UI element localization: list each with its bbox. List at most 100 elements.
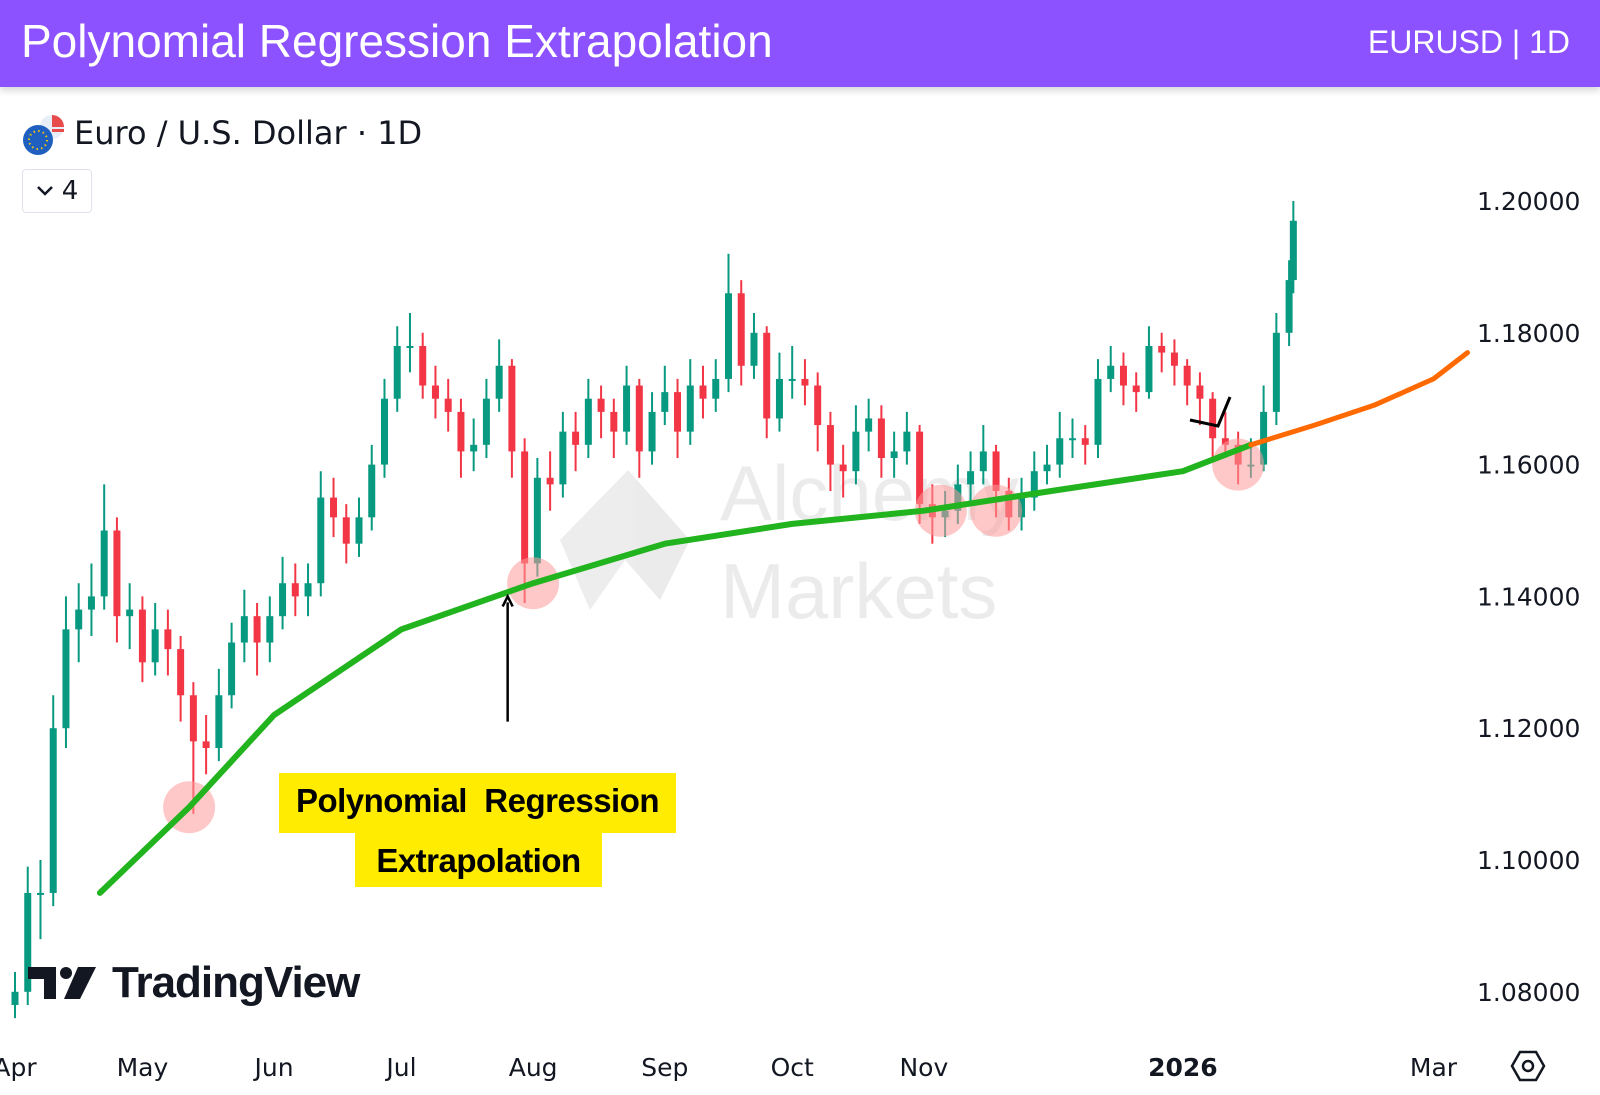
candle-body: [368, 464, 376, 518]
candle: [1094, 359, 1102, 459]
candle-body: [967, 471, 975, 485]
price-tick-label: 1.08000: [1477, 978, 1580, 1007]
candle-body: [240, 616, 248, 643]
candle: [36, 860, 44, 940]
candle: [661, 365, 669, 426]
candle-body: [890, 451, 898, 459]
candle-body: [916, 431, 924, 505]
candle: [1107, 345, 1115, 393]
candle: [100, 484, 108, 610]
candle-body: [979, 451, 987, 472]
candle-body: [164, 629, 172, 650]
candle: [444, 378, 452, 432]
candle-body: [508, 365, 516, 452]
candle-body: [635, 385, 643, 452]
candle: [572, 411, 580, 472]
time-axis[interactable]: Apr May Jun Jul Aug Sep Oct Nov 2026 Mar: [0, 1053, 1458, 1082]
candle: [865, 398, 873, 452]
candle: [266, 596, 274, 663]
candle: [138, 596, 146, 683]
regression-layer: [96, 350, 1470, 896]
price-tick-label: 1.12000: [1477, 714, 1580, 743]
candle-body: [750, 332, 758, 366]
price-chart[interactable]: Alchemy Markets 1.08000 1.10000 1.12000 1.1…: [0, 95, 1600, 1095]
candle-body: [1260, 411, 1268, 465]
callout-box-line1: Polynomial Regression: [279, 773, 676, 833]
candle: [1285, 260, 1293, 346]
candle-body: [572, 431, 580, 445]
candle-body: [1158, 345, 1166, 353]
candle-body: [330, 497, 338, 518]
callout-box-line2: Extrapolation: [355, 833, 602, 887]
watermark-line1: Alchemy: [720, 449, 1019, 537]
candle-body: [661, 392, 669, 412]
candle: [1145, 326, 1153, 399]
candle: [1030, 451, 1038, 511]
candle: [648, 392, 656, 465]
candle: [240, 589, 248, 663]
candle-body: [342, 517, 350, 544]
candle: [1069, 418, 1077, 459]
candle-body: [597, 398, 605, 412]
indicators-toggle-button[interactable]: 4: [22, 169, 92, 213]
candle: [368, 444, 376, 531]
candle-body: [24, 892, 32, 992]
indicator-count: 4: [61, 176, 79, 206]
time-tick-label: Apr: [0, 1053, 37, 1082]
candle: [1119, 352, 1127, 406]
candle: [317, 471, 325, 597]
candle-body: [826, 425, 834, 465]
candles-layer: [11, 201, 1297, 1019]
candle: [62, 596, 70, 748]
candle: [380, 378, 388, 478]
candle: [801, 359, 809, 406]
candle-body: [482, 398, 490, 445]
candle: [177, 635, 185, 722]
candle: [253, 602, 261, 676]
candle: [839, 444, 847, 498]
candle: [610, 398, 618, 459]
candle-body: [1183, 365, 1191, 386]
candle-body: [138, 609, 146, 663]
candle: [508, 359, 516, 478]
touch-point-marker: [970, 484, 1023, 537]
pencil-mark: [1189, 396, 1232, 428]
candle-body: [253, 616, 261, 643]
tradingview-logo-text: TradingView: [112, 958, 360, 1007]
candle-body: [304, 583, 312, 597]
symbol-title[interactable]: Euro / U.S. Dollar · 1D: [74, 114, 423, 152]
candle: [775, 352, 783, 432]
candle: [330, 477, 338, 538]
candle-body: [584, 398, 592, 445]
price-tick-label: 1.10000: [1477, 846, 1580, 875]
candle: [342, 504, 350, 564]
candle: [1043, 444, 1051, 485]
extrapolation-line: [1248, 350, 1470, 448]
candle-body: [1081, 438, 1089, 445]
candle-body: [1145, 345, 1153, 393]
candle: [49, 695, 57, 907]
settings-icon[interactable]: [1510, 1050, 1546, 1082]
candle-body: [1069, 438, 1077, 441]
candle-body: [189, 695, 197, 742]
candle: [1196, 372, 1204, 426]
tradingview-logo[interactable]: TradingView: [28, 958, 360, 1008]
price-axis[interactable]: 1.08000 1.10000 1.12000 1.14000 1.16000 1.180…: [1477, 187, 1580, 1007]
candle: [1132, 372, 1140, 412]
candle-body: [75, 609, 83, 630]
eur-usd-flag-icon: [23, 115, 64, 155]
candle: [87, 563, 95, 636]
candle-body: [992, 451, 1000, 491]
candle: [686, 359, 694, 445]
candle-body: [686, 385, 694, 432]
candle-body: [1285, 280, 1293, 333]
time-tick-label: Nov: [899, 1053, 948, 1082]
time-tick-label: Jun: [253, 1053, 294, 1082]
candle: [1289, 201, 1297, 294]
candle-body: [291, 583, 299, 597]
annotation-arrow-head: [501, 593, 514, 607]
candle-body: [406, 345, 414, 348]
candle: [763, 326, 771, 439]
candle-body: [610, 411, 618, 432]
watermark: Alchemy Markets: [560, 449, 1019, 635]
